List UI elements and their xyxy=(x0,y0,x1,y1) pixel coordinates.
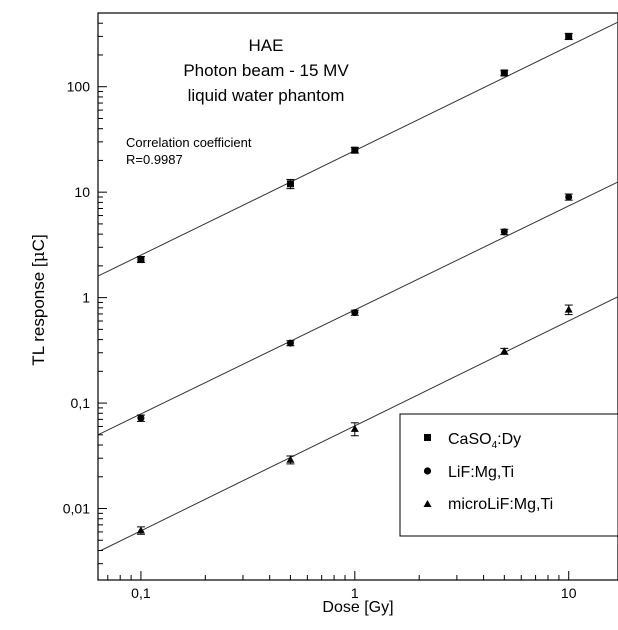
y-tick-label: 0,1 xyxy=(71,395,91,411)
data-point-triangle xyxy=(564,305,573,313)
y-axis-label: TL response [μC] xyxy=(29,234,49,365)
data-point-square xyxy=(351,146,359,154)
y-tick-label: 1 xyxy=(82,290,90,306)
data-markers xyxy=(136,32,573,535)
data-point-triangle xyxy=(136,526,145,534)
data-point-circle xyxy=(351,309,359,317)
legend-caso4-main: CaSO xyxy=(448,431,492,448)
fit-line-series-2 xyxy=(97,181,618,436)
x-axis-label: Dose [Gy] xyxy=(322,599,393,616)
x-tick-label: 0,1 xyxy=(131,585,151,601)
fit-line-series-3 xyxy=(100,296,618,551)
data-point-square xyxy=(286,180,294,188)
legend-label-microlif: microLiF:Mg,Ti xyxy=(448,496,553,513)
correlation-label: Correlation coefficient xyxy=(126,135,252,150)
x-axis-ticks: 0,1 1 10 xyxy=(107,571,577,601)
x-tick-label: 10 xyxy=(561,585,577,601)
y-tick-label: 10 xyxy=(74,184,90,200)
correlation-value: R=0.9987 xyxy=(126,152,183,167)
data-point-square xyxy=(137,255,145,263)
data-point-circle xyxy=(137,414,145,422)
legend-marker-lif xyxy=(423,467,432,475)
legend-caso4-sub: 4 xyxy=(492,440,498,451)
x-tick-label: 1 xyxy=(351,585,359,601)
data-point-circle xyxy=(286,339,294,347)
legend-marker-microlif xyxy=(423,500,432,507)
annotation-line-1: HAE xyxy=(249,36,284,55)
legend-caso4-tail: :Dy xyxy=(497,431,521,448)
annotation-line-3: liquid water phantom xyxy=(188,86,345,105)
data-point-circle xyxy=(500,228,508,236)
y-tick-label: 100 xyxy=(67,79,91,95)
data-point-circle xyxy=(565,193,573,201)
y-axis-ticks: 0,01 0,1 1 10 100 xyxy=(63,12,107,565)
annotation-line-2: Photon beam - 15 MV xyxy=(183,61,349,80)
y-tick-label: 0,01 xyxy=(63,501,90,517)
data-point-triangle xyxy=(286,455,295,463)
data-point-square xyxy=(565,32,573,40)
y-axis-label-mu: μ xyxy=(29,251,49,262)
data-point-triangle xyxy=(350,424,359,432)
legend-box xyxy=(399,413,618,537)
data-point-triangle xyxy=(500,347,509,355)
legend: CaSO4:Dy LiF:Mg,Ti microLiF:Mg,Ti xyxy=(399,413,618,537)
plot-frame xyxy=(97,12,618,581)
data-point-square xyxy=(500,69,508,77)
legend-marker-caso4 xyxy=(424,434,431,441)
legend-label-caso4: CaSO4:Dy xyxy=(448,431,521,451)
legend-label-lif: LiF:Mg,Ti xyxy=(448,464,514,481)
y-axis-label-suffix: C] xyxy=(29,234,48,251)
y-axis-label-prefix: TL response [ xyxy=(29,262,48,366)
